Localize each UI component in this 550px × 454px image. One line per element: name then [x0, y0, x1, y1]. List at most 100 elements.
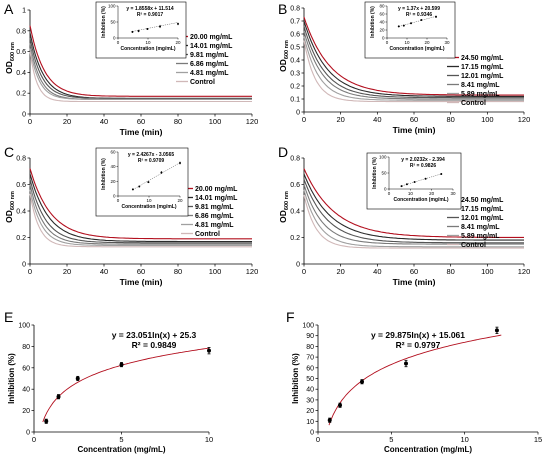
- y-tick-label: 0.4: [16, 209, 26, 216]
- inset-x-axis-title: Concentration (mg/mL): [122, 204, 177, 210]
- inset-x-tick-label: 20: [177, 198, 183, 203]
- y-tick-label: 70: [306, 355, 314, 362]
- series-line: [303, 173, 524, 241]
- x-axis-title: Concentration (mg/mL): [78, 445, 166, 454]
- inset-y-tick-label: 0: [382, 36, 385, 41]
- series-line: [29, 173, 252, 243]
- y-tick-label: 0.2: [16, 235, 26, 242]
- y-tick-label: 90: [306, 333, 314, 340]
- inset-data-point: [146, 28, 149, 31]
- legend-entry: 4.81 mg/mL: [195, 222, 234, 229]
- series-line: [29, 184, 252, 245]
- x-tick-label: 15: [534, 435, 542, 444]
- y-axis-title-unit: 600 nm: [284, 40, 290, 59]
- y-tick-label: 0.8: [290, 156, 300, 163]
- series-line: [303, 36, 524, 101]
- y-tick-label: 80: [22, 344, 30, 351]
- inset-r-squared: R² = 0.9346: [406, 12, 432, 18]
- r-squared: R² = 0.9797: [396, 340, 441, 350]
- y-axis-title: OD600 nm: [4, 191, 16, 223]
- y-axis-title: OD600 nm: [278, 191, 290, 223]
- legend-entry: Control: [195, 231, 220, 238]
- y-axis-title-unit: 600 nm: [284, 191, 290, 210]
- inset-data-point: [400, 185, 403, 188]
- inset-data-point: [147, 181, 150, 184]
- x-tick-label: 5: [389, 435, 393, 444]
- x-tick-label: 100: [209, 117, 222, 126]
- fit-curve: [42, 347, 210, 423]
- x-tick-label: 80: [174, 117, 182, 126]
- data-point: [338, 403, 342, 408]
- legend-entry: 8.41 mg/mL: [461, 82, 500, 89]
- x-tick-label: 40: [373, 267, 381, 276]
- inset-x-tick-label: 20: [424, 40, 430, 45]
- series-line: [29, 168, 252, 240]
- legend-entry: 4.81 mg/mL: [190, 70, 229, 77]
- fit-equation: y = 23.051ln(x) + 25.3: [112, 330, 197, 340]
- legend-entry: 24.50 mg/mL: [461, 197, 504, 204]
- legend-entry: 17.15 mg/mL: [461, 206, 504, 213]
- x-tick-label: 20: [336, 267, 344, 276]
- legend-entry: 14.01 mg/mL: [190, 43, 233, 50]
- y-tick-label: 0.2: [16, 91, 26, 98]
- inset-x-tick-label: 0: [117, 40, 120, 45]
- y-tick-label: 30: [306, 397, 314, 404]
- inset-r-squared: R² = 0.9017: [137, 12, 163, 18]
- y-tick-label: 10: [306, 419, 314, 426]
- y-tick-label: 0: [296, 110, 300, 117]
- data-point: [404, 361, 408, 366]
- data-point: [56, 394, 61, 399]
- inset-x-axis-title: Concentration (mg/mL): [121, 46, 176, 52]
- series-line: [29, 193, 252, 248]
- inset-data-point: [405, 183, 408, 186]
- legend-entry: Control: [190, 79, 215, 86]
- x-tick-label: 60: [410, 267, 418, 276]
- y-axis-title-main: OD: [4, 61, 14, 74]
- y-tick-label: 60: [306, 365, 314, 372]
- x-tick-label: 0: [28, 117, 32, 126]
- inset-data-point: [137, 29, 140, 32]
- inset-r-squared: R² = 0.9709: [138, 158, 164, 164]
- y-tick-label: 50: [306, 376, 314, 383]
- y-tick-label: 0: [22, 112, 26, 119]
- y-tick-label: 0.8: [16, 156, 26, 163]
- y-tick-label: 0: [22, 262, 26, 269]
- data-point: [44, 419, 49, 424]
- y-tick-label: 0: [296, 262, 300, 269]
- y-tick-label: 0.6: [16, 49, 26, 56]
- inset-y-tick-label: 0: [384, 187, 387, 192]
- fit-curve: [328, 334, 502, 426]
- y-axis-title-unit: 600 nm: [10, 191, 16, 210]
- x-tick-label: 0: [316, 435, 320, 444]
- legend-entry: 6.86 mg/mL: [195, 213, 234, 220]
- legend-entry: 14.01 mg/mL: [195, 195, 238, 202]
- series-line: [303, 26, 524, 99]
- x-tick-label: 120: [246, 117, 259, 126]
- inset-x-tick-label: 10: [146, 198, 152, 203]
- x-tick-label: 100: [481, 115, 494, 124]
- y-tick-label: 0.3: [290, 71, 300, 78]
- series-line: [303, 168, 524, 238]
- y-tick-label: 0.8: [16, 28, 26, 35]
- x-tick-label: 80: [174, 267, 182, 276]
- inset-data-point: [159, 25, 162, 28]
- inset-frame: [366, 152, 462, 210]
- x-tick-label: 100: [481, 267, 494, 276]
- inset-x-tick-label: 10: [145, 40, 151, 45]
- x-tick-label: 120: [518, 267, 531, 276]
- y-axis-title: OD600 nm: [4, 42, 16, 74]
- inhibition-chart-f: 0 5 10 15 0 10 20 30 40 50 60 70 80 90 100 Concentratio…: [291, 323, 542, 454]
- y-tick-label: 80: [306, 344, 314, 351]
- y-tick-label: 40: [306, 387, 314, 394]
- inset-equation: y = 2.0232x - 2.394: [401, 157, 445, 163]
- legend-entry: 17.15 mg/mL: [461, 64, 504, 71]
- inset-data-point: [402, 24, 405, 27]
- inset-y-tick-label: 60: [110, 150, 116, 155]
- inset-frame: [364, 1, 456, 59]
- inset-x-tick-label: 20: [429, 191, 435, 196]
- inset-x-tick-label: 0: [386, 40, 389, 45]
- inset-data-point: [179, 162, 181, 164]
